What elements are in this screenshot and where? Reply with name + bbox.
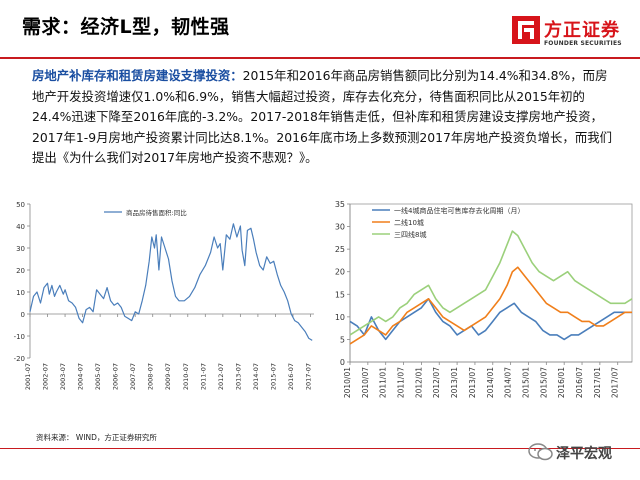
y-tick-label: 30 bbox=[16, 245, 25, 253]
x-tick-label: 2012/07 bbox=[432, 367, 441, 398]
x-tick-label: 2010/07 bbox=[361, 367, 370, 398]
y-tick-label: 10 bbox=[335, 313, 345, 322]
y-tick-label: 35 bbox=[335, 200, 345, 209]
x-tick-label: 2006-07 bbox=[112, 363, 120, 390]
x-tick-label: 2013/01 bbox=[450, 367, 459, 398]
logo-text-en: FOUNDER SECURITIES bbox=[544, 40, 622, 47]
x-tick-label: 2014/01 bbox=[486, 367, 495, 398]
x-tick-label: 2016/01 bbox=[557, 367, 566, 398]
y-tick-label: 20 bbox=[16, 267, 25, 275]
y-tick-label: 50 bbox=[16, 201, 25, 209]
x-tick-label: 2001-07 bbox=[24, 363, 32, 390]
series-line-1 bbox=[349, 298, 632, 341]
series-line-1 bbox=[29, 223, 313, 341]
y-tick-label: 15 bbox=[335, 290, 345, 299]
x-tick-label: 2009-07 bbox=[164, 363, 172, 390]
x-tick-label: 2011-07 bbox=[199, 363, 207, 390]
x-tick-label: 2017/01 bbox=[593, 367, 602, 398]
x-tick-label: 2015-07 bbox=[269, 363, 277, 390]
y-tick-label: 10 bbox=[16, 289, 25, 297]
y-tick-label: 0 bbox=[340, 358, 345, 367]
watermark: 泽平宏观 bbox=[528, 440, 628, 462]
x-tick-label: 2013/07 bbox=[468, 367, 477, 398]
series-line-3 bbox=[349, 230, 633, 336]
x-tick-label: 2004-07 bbox=[77, 363, 85, 390]
x-tick-label: 2016/07 bbox=[575, 367, 584, 398]
y-tick-label: 25 bbox=[335, 245, 345, 254]
y-tick-label: 5 bbox=[340, 335, 345, 344]
x-tick-label: 2016-07 bbox=[287, 363, 295, 390]
y-tick-label: -10 bbox=[14, 333, 25, 341]
legend-label-1: 商品房待售面积:同比 bbox=[126, 208, 187, 217]
y-tick-label: 20 bbox=[335, 268, 345, 277]
y-tick-label: 40 bbox=[16, 223, 25, 231]
chart-destock-cycle: 0 5 10 15 20 25 30 35 2010/01 2010/07 2011/01 2011/… bbox=[335, 200, 633, 398]
x-tick-label: 2005-07 bbox=[94, 363, 102, 390]
legend-label-3: 三四线8城 bbox=[394, 230, 426, 239]
x-tick-label: 2002-07 bbox=[42, 363, 50, 390]
x-tick-label: 2007-07 bbox=[129, 363, 137, 390]
x-tick-label: 2014/07 bbox=[504, 367, 513, 398]
founder-logo-icon bbox=[512, 16, 540, 44]
watermark-text: 泽平宏观 bbox=[556, 446, 612, 462]
x-tick-label: 2010-07 bbox=[182, 363, 190, 390]
header-divider bbox=[0, 57, 640, 59]
source-note: 资料来源： WIND，方正证券研究所 bbox=[36, 433, 157, 442]
paragraph-highlight: 房地产补库存和租赁房建设支撑投资： bbox=[32, 68, 243, 83]
y-tick-label: 30 bbox=[335, 223, 345, 232]
x-tick-label: 2015/01 bbox=[521, 367, 530, 398]
legend-label-1: 一线4城商品住宅可售库存去化周期（月） bbox=[394, 206, 524, 215]
chart-inventory-yoy: -20 -10 0 10 20 30 40 50 2001-07 2002-07 2003-07 20… bbox=[14, 201, 314, 390]
wechat-icon bbox=[528, 443, 553, 461]
logo-text-cn: 方正证券 bbox=[544, 20, 620, 41]
x-tick-label: 2013-07 bbox=[234, 363, 242, 390]
legend-label-2: 二线10城 bbox=[394, 218, 424, 227]
body-paragraph: 房地产补库存和租赁房建设支撑投资：2015年和2016年商品房销售额同比分别为1… bbox=[32, 66, 616, 169]
y-tick-label: -20 bbox=[14, 355, 25, 363]
series-line-2 bbox=[349, 266, 632, 345]
footer-divider bbox=[0, 448, 640, 449]
x-tick-label: 2010/01 bbox=[343, 367, 352, 398]
x-tick-label: 2017-07 bbox=[304, 363, 312, 390]
y-tick-label: 0 bbox=[21, 311, 25, 319]
x-tick-label: 2003-07 bbox=[59, 363, 67, 390]
brand-logo: 方正证券 FOUNDER SECURITIES bbox=[512, 16, 632, 56]
plot-frame bbox=[349, 203, 633, 363]
x-tick-label: 2015/07 bbox=[539, 367, 548, 398]
x-tick-label: 2012/01 bbox=[414, 367, 423, 398]
page-title: 需求：经济L型，韧性强 bbox=[22, 16, 230, 38]
x-tick-label: 2011/07 bbox=[397, 367, 406, 398]
x-tick-label: 2011/01 bbox=[379, 367, 388, 398]
paragraph-body: 2015年和2016年商品房销售额同比分别为14.4%和34.8%，而房地产开发… bbox=[32, 68, 612, 165]
x-tick-label: 2008-07 bbox=[147, 363, 155, 390]
x-tick-label: 2017/07 bbox=[611, 367, 620, 398]
x-tick-label: 2014-07 bbox=[252, 363, 260, 390]
x-tick-label: 2012-07 bbox=[217, 363, 225, 390]
